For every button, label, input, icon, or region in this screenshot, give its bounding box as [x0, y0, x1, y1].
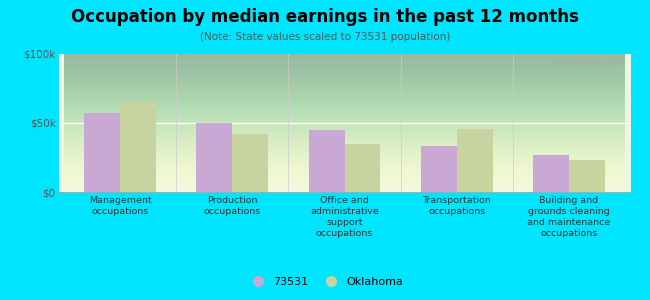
Bar [421, 146, 457, 192]
Bar [309, 130, 344, 192]
Bar [569, 160, 604, 192]
Bar [84, 113, 120, 192]
Text: (Note: State values scaled to 73531 population): (Note: State values scaled to 73531 popu… [200, 32, 450, 41]
Bar [533, 155, 569, 192]
Bar [232, 134, 268, 192]
Bar [457, 128, 493, 192]
Legend: 73531, Oklahoma: 73531, Oklahoma [242, 273, 408, 291]
Text: Occupation by median earnings in the past 12 months: Occupation by median earnings in the pas… [71, 8, 579, 26]
Bar [344, 144, 380, 192]
Bar [196, 123, 232, 192]
Text: ⓘ City-Data.com: ⓘ City-Data.com [550, 58, 622, 67]
Bar [120, 102, 156, 192]
